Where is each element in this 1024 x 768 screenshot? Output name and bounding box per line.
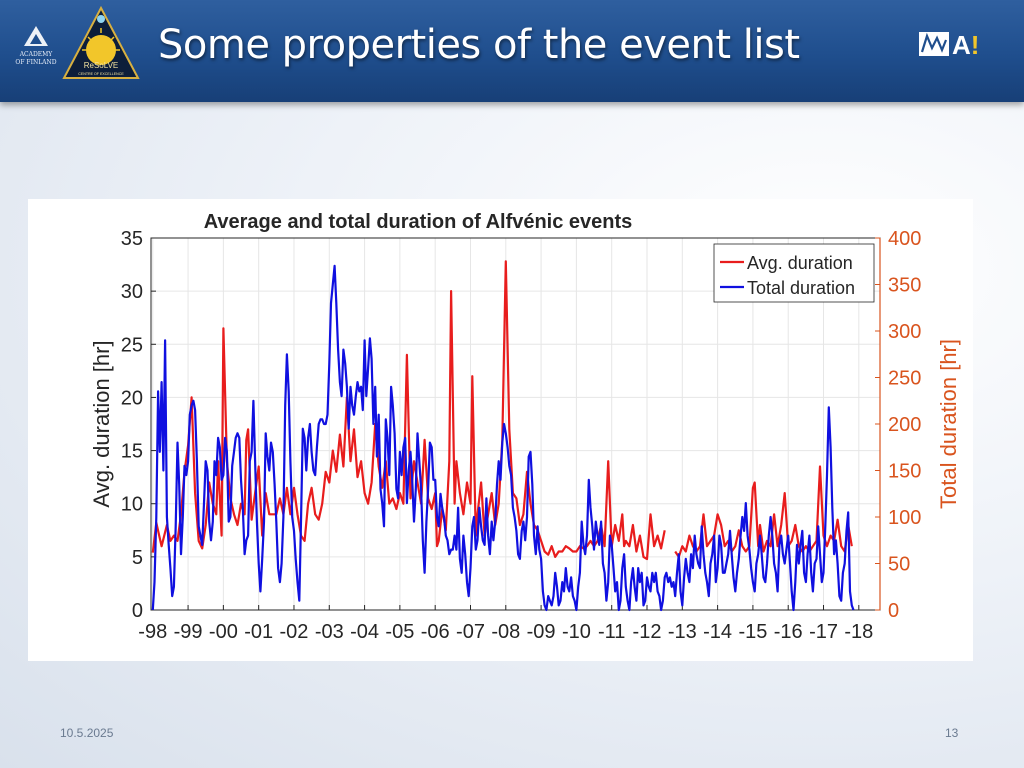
series-line-total-duration-2 [151,264,855,612]
slide-page-number: 13 [945,726,959,740]
x-tick-label: -01 [244,621,273,643]
x-tick-label: -16 [774,621,803,643]
y-axis-label: Avg. duration [hr] [89,340,114,507]
y2-tick-label: 300 [888,321,921,343]
x-tick-label: -07 [456,621,485,643]
chart-series [151,260,855,612]
chart-panel: -98 -99 -00 -01 -02 -03 -04 -05 -06 -07 -08 -09 -10-… [28,199,973,661]
x-tick-label: -09 [527,621,556,643]
x-tick-label: -10 [562,621,591,643]
legend-label-avg: Avg. duration [747,253,853,273]
x-tick-label: -18 [844,621,873,643]
aalto-logo-text: A! [952,30,979,58]
x-tick-label: -11 [598,621,625,643]
y2-tick-label: 350 [888,275,921,297]
y2-tick-label: 150 [888,461,921,483]
resolve-logo-subtext: CENTRE OF EXCELLENCE [78,72,124,76]
x-tick-label: -98 [138,621,167,643]
y2-tick-label: 200 [888,414,921,436]
aalto-logo: A! [919,30,979,58]
legend-label-total: Total duration [747,278,855,298]
x-tick-label: -15 [738,621,767,643]
y-tick-label: 10 [121,494,143,516]
y-tick-label: 15 [121,441,143,463]
x-tick-label: -12 [633,621,662,643]
x-tick-label: -04 [350,621,379,643]
y2-tick-label: 250 [888,368,921,390]
x-tick-label: -17 [809,621,838,643]
duration-chart: -98 -99 -00 -01 -02 -03 -04 -05 -06 -07 -08 -09 -10-… [89,211,961,643]
resolve-logo-text: ReSoLVE [84,61,119,70]
y2-tick-label: 100 [888,507,921,529]
x-tick-label: -99 [174,621,203,643]
y-tick-label: 35 [121,228,143,250]
y-tick-label: 30 [121,281,143,303]
y-tick-label: 25 [121,334,143,356]
y2-tick-label: 400 [888,228,921,250]
aalto-logo-mark: ! [971,30,980,58]
y2-axis-label: Total duration [hr] [936,339,961,509]
y2-tick-label: 0 [888,600,899,622]
svg-text:ACADEMY: ACADEMY [19,51,54,58]
academy-of-finland-logo: ACADEMY OF FINLAND [15,26,57,66]
x-tick-label: -13 [668,621,697,643]
resolve-logo: ReSoLVE CENTRE OF EXCELLENCE [62,6,140,79]
chart-title: Average and total duration of Alfvénic e… [204,211,633,233]
x-tick-label: -02 [280,621,309,643]
slide-title: Some properties of the event list [158,22,800,68]
slide-header: ACADEMY OF FINLAND ReSoLVE CENTRE OF EXC… [0,0,1024,102]
x-tick-label: -05 [385,621,414,643]
series-line-avg-duration-1 [674,465,853,558]
x-tick-label: -00 [209,621,238,643]
legend-box [713,243,875,303]
y2-tick-label: 50 [888,554,910,576]
x-tick-label: -06 [421,621,450,643]
svg-text:OF FINLAND: OF FINLAND [15,59,56,66]
aalto-logo-letter: A [952,30,971,58]
slide-date: 10.5.2025 [60,726,114,740]
x-tick-label: -03 [315,621,344,643]
chart-legend: Avg. duration Total duration [713,243,875,303]
y-tick-label: 5 [132,547,143,569]
y-tick-label: 20 [121,387,143,409]
x-tick-label: -08 [491,621,520,643]
axis-ticks: -98 -99 -00 -01 -02 -03 -04 -05 -06 -07 -08 -09 -10-… [121,228,922,643]
y-tick-label: 0 [132,600,143,622]
x-tick-label: -14 [703,621,732,643]
